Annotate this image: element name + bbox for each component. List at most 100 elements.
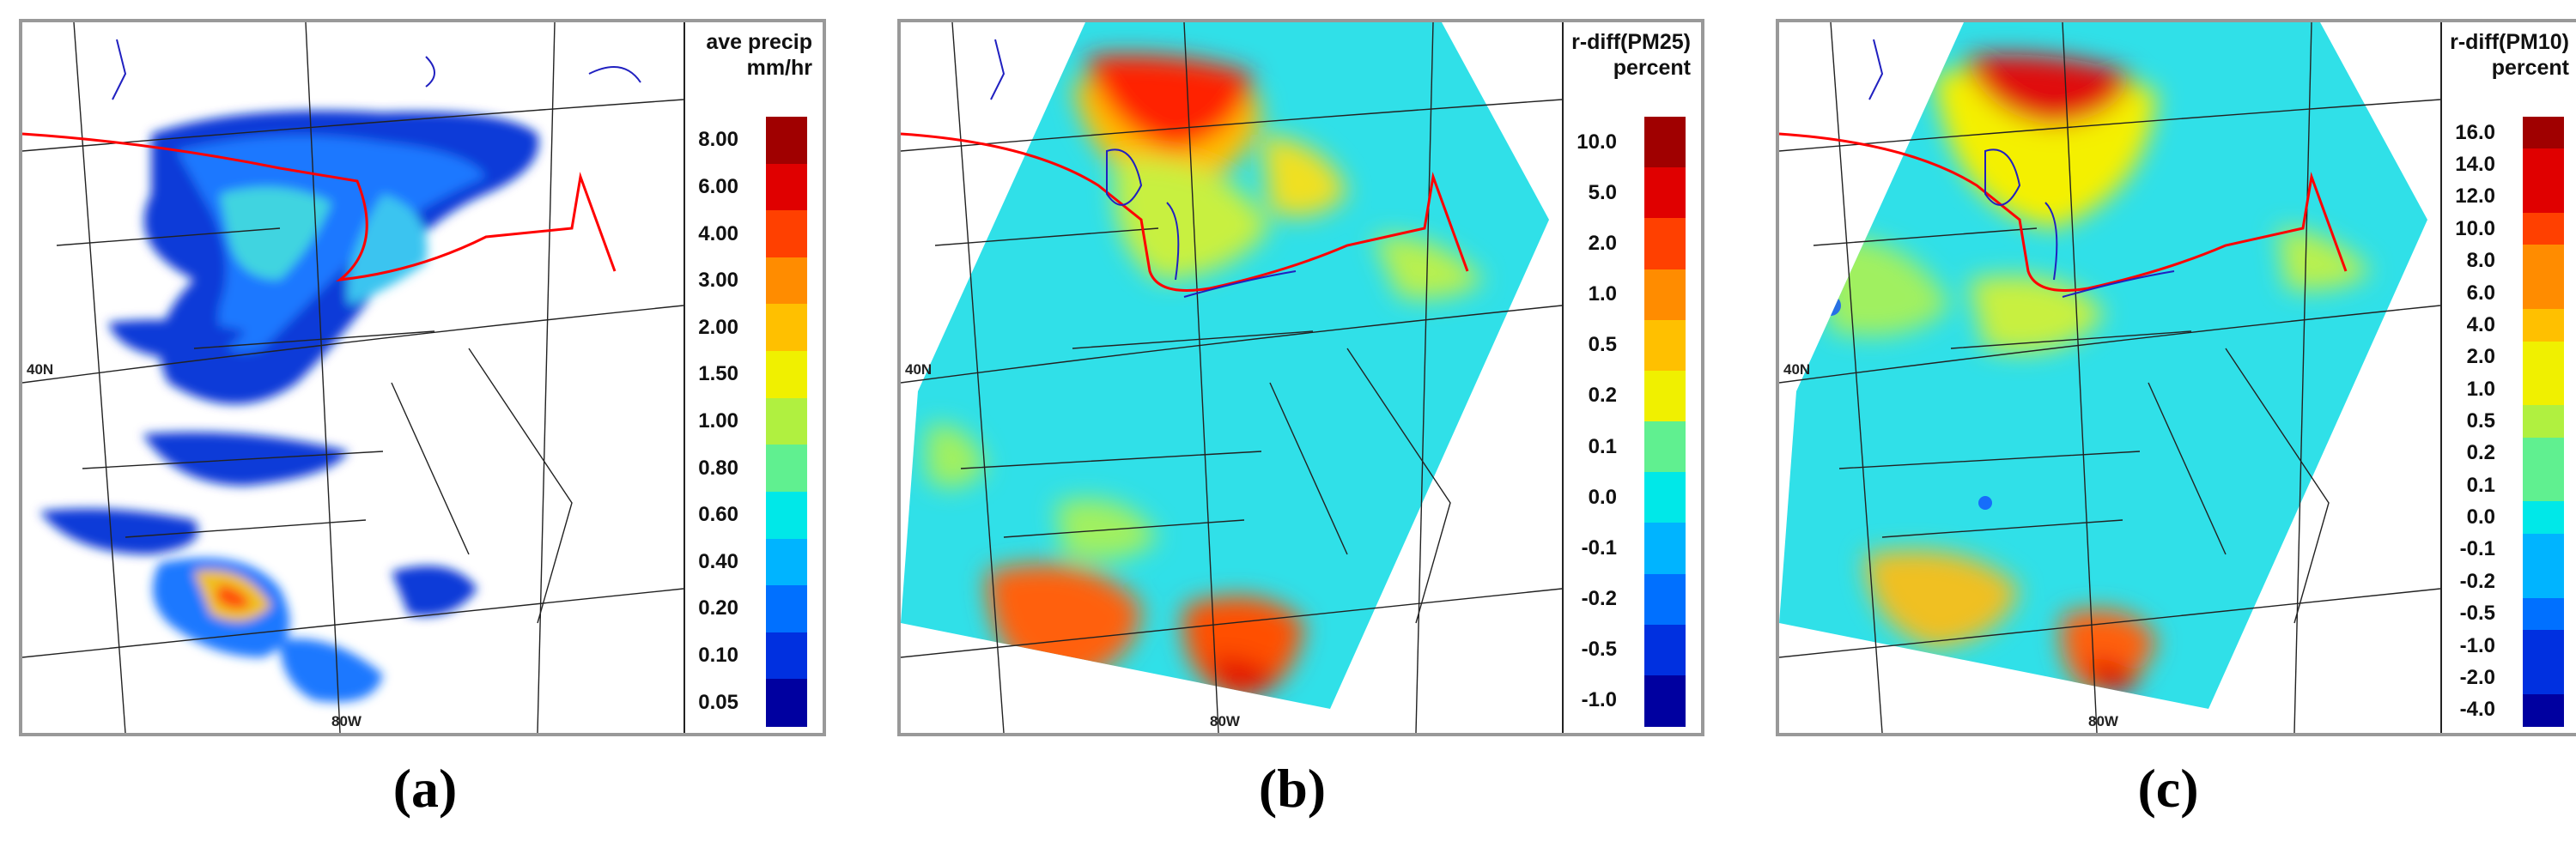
border-line xyxy=(22,132,617,282)
colorbar-label: 10.0 xyxy=(2455,216,2495,240)
colorbar-title-line2: percent xyxy=(2491,56,2569,80)
colorbar-swatch xyxy=(2523,372,2564,407)
colorbar-swatch xyxy=(1644,218,1686,270)
colorbar-swatch xyxy=(1644,319,1686,372)
colorbar-label: 0.60 xyxy=(698,503,738,527)
colorbar-swatch xyxy=(2523,213,2564,246)
colorbar-swatch xyxy=(2523,566,2564,599)
colorbar-label: 8.0 xyxy=(2466,249,2495,273)
colorbar-separator xyxy=(683,22,685,733)
colorbar-label: 4.0 xyxy=(2466,312,2495,336)
precip-field xyxy=(39,110,539,702)
colorbar-swatch xyxy=(766,304,807,353)
colorbar-swatch xyxy=(2523,629,2564,663)
panel-a: 40N 80W ave precip mm/hr 8.00 6.00 4.00 3.0… xyxy=(19,19,826,736)
colorbar-label: 12.0 xyxy=(2455,185,2495,209)
colorbar-label: -2.0 xyxy=(2459,665,2495,689)
colorbar-label: 0.0 xyxy=(1588,485,1617,509)
colorbar-label: 0.1 xyxy=(1588,434,1617,458)
colorbar-title-line2: percent xyxy=(1613,56,1691,80)
colorbar-swatch xyxy=(1644,167,1686,220)
colorbar-label: 0.10 xyxy=(698,644,738,668)
colorbar-swatch xyxy=(766,679,807,727)
colorbar-label: 2.0 xyxy=(1588,231,1617,255)
colorbar-swatch xyxy=(2523,180,2564,215)
colorbar-swatch xyxy=(766,491,807,540)
colorbar-swatch xyxy=(2523,148,2564,182)
colorbar-label: 0.20 xyxy=(698,596,738,620)
colorbar-swatch xyxy=(2523,693,2564,727)
panel-b: 40N 80W r-diff(PM25) percent 10.0 5.0 2.0 1… xyxy=(897,19,1704,736)
lon-label: 80W xyxy=(331,713,362,729)
colorbar-swatch xyxy=(2523,276,2564,311)
lat-label: 40N xyxy=(27,361,53,378)
colorbar-label: 2.00 xyxy=(698,315,738,339)
colorbar-label: -1.0 xyxy=(1581,688,1617,712)
colorbar-swatch xyxy=(2523,533,2564,567)
colorbar-separator xyxy=(1562,22,1564,733)
colorbar-label: 1.00 xyxy=(698,409,738,433)
colorbar-swatch xyxy=(2523,437,2564,471)
border-line xyxy=(901,132,1469,292)
colorbar-swatch xyxy=(1644,421,1686,474)
colorbar-label: 6.00 xyxy=(698,174,738,198)
colorbar-label: 1.0 xyxy=(1588,282,1617,306)
map-lines xyxy=(22,22,683,733)
colorbar-swatch xyxy=(766,538,807,587)
lon-label: 80W xyxy=(1210,713,1241,729)
lake-outlines xyxy=(990,39,1297,298)
colorbar-title: r-diff(PM25) percent xyxy=(1571,29,1691,81)
lake-outlines xyxy=(1868,39,2175,298)
colorbar-label: -4.0 xyxy=(2459,698,2495,722)
colorbar-label: 1.50 xyxy=(698,362,738,386)
caption-c: (c) xyxy=(2137,758,2199,819)
colorbar-swatch xyxy=(1644,523,1686,575)
colorbar-swatch xyxy=(2523,662,2564,695)
colorbar-label: -0.5 xyxy=(1581,638,1617,662)
colorbar-swatch xyxy=(2523,501,2564,535)
colorbar-label: 3.00 xyxy=(698,269,738,293)
colorbar-title-line1: r-diff(PM10) xyxy=(2450,30,2569,54)
colorbar-label: 0.0 xyxy=(2466,505,2495,529)
colorbar-swatch xyxy=(1644,370,1686,422)
colorbar-title-line1: ave precip xyxy=(706,30,812,54)
colorbar-swatch xyxy=(766,397,807,446)
precip-map: 40N 80W xyxy=(22,22,683,733)
colorbar-swatch xyxy=(2523,405,2564,439)
panel-c: 40N 80W r-diff(PM10) percent 16.0 14.0 12.… xyxy=(1776,19,2576,736)
colorbar-swatch xyxy=(1644,117,1686,169)
caption-b: (b) xyxy=(1258,758,1327,819)
colorbar-label: 2.0 xyxy=(2466,345,2495,369)
colorbar-label: 0.1 xyxy=(2466,473,2495,497)
colorbar-title: r-diff(PM10) percent xyxy=(2450,29,2569,81)
colorbar-separator xyxy=(2440,22,2442,733)
colorbar-label: -0.2 xyxy=(1581,587,1617,611)
colorbar-swatch xyxy=(2523,117,2564,150)
colorbar-label: -0.1 xyxy=(1581,535,1617,560)
colorbar-label: 0.5 xyxy=(2466,409,2495,433)
colorbar-label: 0.2 xyxy=(1588,384,1617,408)
colorbar-swatch xyxy=(766,632,807,681)
colorbar-label: 10.0 xyxy=(1577,130,1617,154)
colorbar-label: 6.0 xyxy=(2466,281,2495,305)
colorbar-label: 14.0 xyxy=(2455,153,2495,177)
border-line xyxy=(1779,132,2348,292)
colorbar-swatch xyxy=(2523,341,2564,374)
colorbar-swatch xyxy=(766,585,807,633)
colorbar-swatch xyxy=(2523,309,2564,342)
colorbar-swatch xyxy=(1644,472,1686,524)
colorbar-label: -0.2 xyxy=(2459,569,2495,593)
colorbar-label: 0.05 xyxy=(698,690,738,714)
colorbar-title-line2: mm/hr xyxy=(746,56,812,80)
caption-a: (a) xyxy=(392,758,458,819)
colorbar-swatch xyxy=(766,163,807,212)
colorbar-swatch xyxy=(766,445,807,493)
pm10-map: 40N 80W xyxy=(1779,22,2440,733)
colorbar-label: -0.5 xyxy=(2459,602,2495,626)
colorbar-label: 5.0 xyxy=(1588,180,1617,204)
pm25-map: 40N 80W xyxy=(901,22,1562,733)
lon-label: 80W xyxy=(2088,713,2119,729)
lake-outlines xyxy=(112,39,641,100)
colorbar-title: ave precip mm/hr xyxy=(706,29,812,81)
colorbar-swatch xyxy=(1644,675,1686,727)
